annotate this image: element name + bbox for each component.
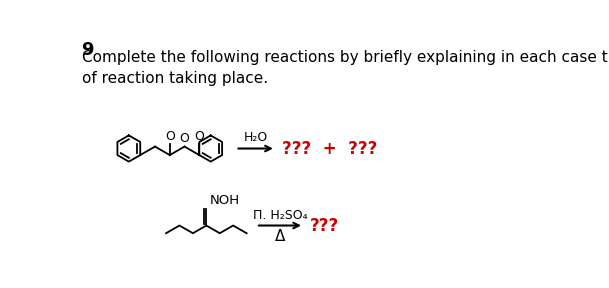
Text: ???: ??? bbox=[310, 217, 339, 234]
Text: 9: 9 bbox=[82, 41, 94, 59]
Text: NOH: NOH bbox=[209, 194, 239, 207]
Text: O: O bbox=[194, 130, 204, 143]
Text: Complete the following reactions by briefly explaining in each case the type
of : Complete the following reactions by brie… bbox=[82, 50, 609, 86]
Text: H₂O: H₂O bbox=[244, 131, 268, 144]
Text: O: O bbox=[180, 132, 189, 145]
Text: O: O bbox=[165, 130, 175, 143]
Text: ???  +  ???: ??? + ??? bbox=[282, 139, 378, 158]
Text: Π. H₂SO₄: Π. H₂SO₄ bbox=[253, 209, 307, 222]
Text: Δ: Δ bbox=[275, 229, 285, 244]
